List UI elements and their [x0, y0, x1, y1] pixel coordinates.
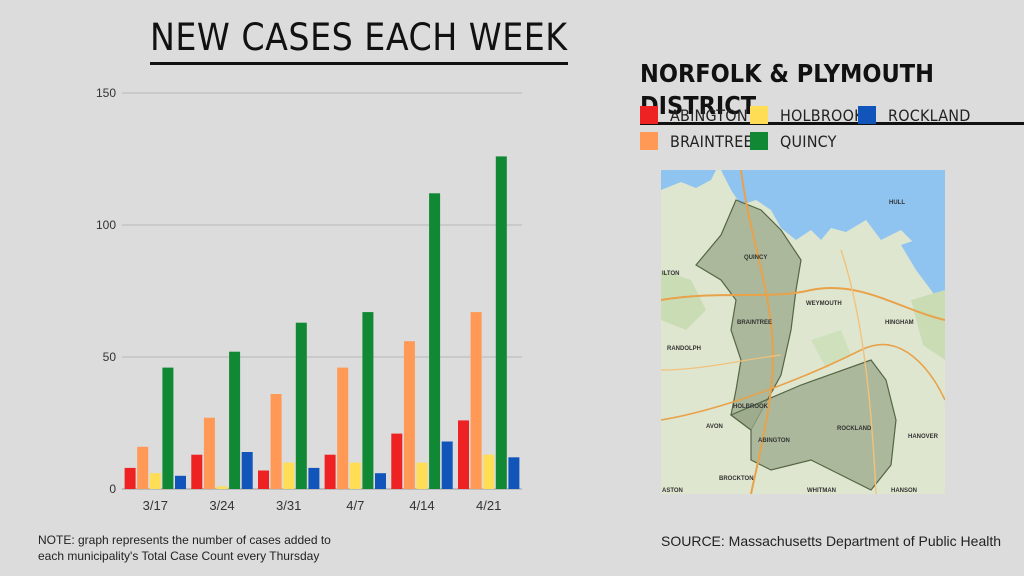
y-tick-label: 100	[96, 218, 116, 232]
legend-label: HOLBROOK	[780, 105, 864, 125]
bar-quincy-4-21	[495, 156, 507, 489]
bar-abington-3-17	[124, 467, 136, 489]
x-tick-label: 4/7	[346, 498, 364, 513]
bar-holbrook-4-7	[349, 462, 361, 489]
bar-abington-4-14	[391, 433, 403, 489]
legend-label: QUINCY	[780, 131, 837, 151]
bar-braintree-3-31	[270, 394, 282, 489]
bar-abington-3-24	[191, 454, 203, 489]
y-tick-label: 50	[103, 350, 117, 364]
bar-chart: 0 50 100 150 3/17 3/24 3/31 4/7 4/14 4/21	[96, 86, 522, 513]
map-label: ABINGTON	[758, 438, 790, 444]
bar-holbrook-4-14	[416, 462, 428, 489]
map-label: RANDOLPH	[667, 346, 701, 352]
bar-quincy-3-24	[229, 351, 241, 489]
map-label: WHITMAN	[807, 488, 836, 494]
legend-title: NORFOLK & PLYMOUTH DISTRICT	[640, 58, 1024, 125]
legend-item-quincy: QUINCY	[750, 130, 837, 152]
bar-quincy-4-14	[429, 193, 441, 490]
map-label: ILTON	[662, 271, 679, 277]
legend-swatch	[750, 132, 768, 150]
bar-abington-4-7	[324, 454, 336, 489]
bar-braintree-4-21	[470, 312, 482, 489]
chart-legend: ABINGTON HOLBROOK ROCKLAND BRAINTREE QUI…	[640, 104, 980, 152]
bar-quincy-3-17	[162, 367, 174, 489]
map-label: HANOVER	[908, 434, 939, 440]
bar-quincy-4-7	[362, 312, 374, 489]
x-tick-label: 4/21	[476, 498, 501, 513]
y-tick-label: 0	[109, 482, 116, 496]
bar-holbrook-4-21	[483, 454, 495, 489]
legend-label: ABINGTON	[670, 105, 748, 125]
bar-rockland-4-7	[375, 473, 386, 489]
bar-rockland-3-24	[241, 452, 253, 489]
map-label: WEYMOUTH	[806, 301, 842, 307]
bar-holbrook-3-24	[216, 486, 228, 489]
x-axis: 3/17 3/24 3/31 4/7 4/14 4/21	[143, 498, 502, 513]
map-label: BRAINTREE	[737, 320, 772, 326]
legend-swatch	[750, 106, 768, 124]
bar-braintree-4-14	[403, 341, 415, 489]
map-label: AVON	[706, 424, 723, 430]
bar-holbrook-3-17	[149, 473, 161, 489]
map-label: QUINCY	[744, 255, 767, 261]
map-label: HOLBROOK	[733, 404, 769, 410]
map-label: BROCKTON	[719, 476, 754, 482]
x-tick-label: 4/14	[409, 498, 434, 513]
map-label: HANSON	[891, 488, 917, 494]
x-tick-label: 3/17	[143, 498, 168, 513]
source-credit: SOURCE: Massachusetts Department of Publ…	[661, 533, 1002, 549]
legend-swatch	[640, 106, 658, 124]
bar-braintree-4-7	[337, 367, 349, 489]
y-axis: 0 50 100 150	[96, 86, 116, 496]
y-tick-label: 150	[96, 86, 116, 100]
bar-rockland-4-14	[441, 441, 453, 489]
bar-abington-3-31	[258, 470, 269, 489]
legend-item-braintree: BRAINTREE	[640, 130, 753, 152]
bar-quincy-3-31	[295, 322, 307, 489]
map-label: ASTON	[662, 488, 683, 494]
bar-braintree-3-17	[137, 446, 149, 489]
bar-rockland-3-31	[308, 467, 320, 489]
x-tick-label: 3/24	[209, 498, 234, 513]
legend-label: BRAINTREE	[670, 131, 753, 151]
legend-swatch	[858, 106, 876, 124]
x-tick-label: 3/31	[276, 498, 301, 513]
chart-title: NEW CASES EACH WEEK	[150, 14, 568, 65]
map-label: HULL	[889, 200, 905, 206]
legend-item-abington: ABINGTON	[640, 104, 748, 126]
legend-item-rockland: ROCKLAND	[858, 104, 971, 126]
legend-item-holbrook: HOLBROOK	[750, 104, 864, 126]
bar-rockland-4-21	[508, 457, 520, 489]
bar-holbrook-3-31	[283, 462, 295, 489]
chart-gridlines	[122, 92, 522, 490]
bar-braintree-3-24	[203, 417, 215, 489]
map-graphic: QUINCY WEYMOUTH BRAINTREE HINGHAM RANDOL…	[661, 170, 945, 494]
map-label: HINGHAM	[885, 320, 914, 326]
chart-note: NOTE: graph represents the number of cas…	[38, 533, 331, 563]
district-map: QUINCY WEYMOUTH BRAINTREE HINGHAM RANDOL…	[661, 170, 945, 494]
map-label: ROCKLAND	[837, 426, 872, 432]
chart-bars	[124, 156, 520, 490]
legend-swatch	[640, 132, 658, 150]
legend-label: ROCKLAND	[888, 105, 971, 125]
bar-abington-4-21	[458, 420, 469, 489]
bar-rockland-3-17	[175, 475, 186, 489]
